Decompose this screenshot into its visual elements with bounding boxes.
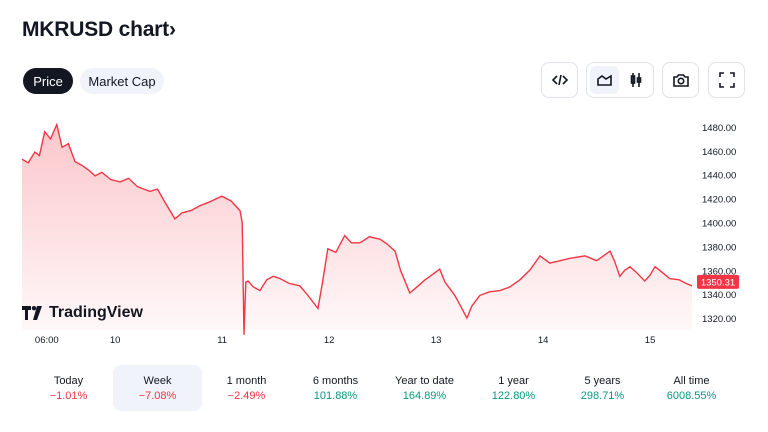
period-change: −7.08%: [138, 389, 177, 402]
period-label: Today: [53, 374, 84, 387]
area-chart-button[interactable]: [590, 66, 619, 94]
embed-code-icon: [551, 74, 568, 86]
candlestick-button[interactable]: [621, 66, 650, 94]
period-week[interactable]: Week −7.08%: [113, 365, 202, 411]
embed-button[interactable]: [541, 62, 578, 98]
period-change: 298.71%: [580, 389, 625, 402]
chart-type-toggle: [586, 62, 654, 98]
x-tick-label: 06:00: [35, 335, 59, 346]
tab-market-cap[interactable]: Market Cap: [80, 68, 164, 94]
x-tick-label: 11: [217, 335, 227, 346]
period-change: 122.80%: [491, 389, 536, 402]
page-title[interactable]: MKRUSD chart›: [22, 18, 176, 42]
x-tick-label: 10: [110, 335, 121, 346]
y-tick-label: 1340.00: [702, 290, 736, 301]
period-year-to-date[interactable]: Year to date 164.89%: [380, 365, 469, 411]
period-6-months[interactable]: 6 months 101.88%: [291, 365, 380, 411]
y-tick-label: 1320.00: [702, 314, 736, 325]
period-1-year[interactable]: 1 year 122.80%: [469, 365, 558, 411]
price-chart[interactable]: 1320.00 1340.00 1360.00 1380.00 1400.00 1420.…: [0, 105, 768, 355]
y-tick-label: 1360.00: [702, 266, 736, 277]
price-area-fill: [22, 124, 692, 335]
tab-price[interactable]: Price: [23, 68, 73, 94]
period-change: −2.49%: [227, 389, 266, 402]
period-change: −1.01%: [49, 389, 88, 402]
current-price-badge: [697, 274, 739, 289]
logo-text: TradingView: [49, 304, 143, 321]
x-tick-label: 15: [645, 335, 656, 346]
y-tick-label: 1420.00: [702, 195, 736, 206]
y-tick-label: 1380.00: [702, 242, 736, 253]
period-change: 6008.55%: [666, 389, 717, 402]
period-change: 164.89%: [402, 389, 447, 402]
period-today[interactable]: Today −1.01%: [24, 365, 113, 411]
x-tick-label: 12: [324, 335, 335, 346]
area-chart-icon: [596, 74, 612, 86]
price-line: [21, 122, 693, 335]
period-1-month[interactable]: 1 month −2.49%: [202, 365, 291, 411]
period-label: All time: [673, 374, 710, 387]
period-all-time[interactable]: All time 6008.55%: [647, 365, 736, 411]
screenshot-button[interactable]: [662, 62, 699, 98]
camera-icon: [672, 74, 689, 87]
y-tick-label: 1400.00: [702, 219, 736, 230]
x-tick-label: 14: [538, 335, 549, 346]
period-change: 101.88%: [313, 389, 358, 402]
period-label: 1 year: [498, 374, 529, 387]
period-label: Week: [143, 374, 172, 387]
y-tick-label: 1480.00: [702, 123, 736, 134]
tradingview-logo-icon: [22, 306, 42, 320]
period-label: 5 years: [584, 374, 621, 387]
period-label: 6 months: [312, 374, 359, 387]
period-performance-list: Today −1.01% Week −7.08% 1 month −2.49% 6 mont…: [24, 365, 736, 411]
title-text: MKRUSD chart: [22, 18, 169, 41]
fullscreen-button[interactable]: [708, 62, 745, 98]
chevron-right-icon: ›: [168, 18, 176, 41]
y-tick-label: 1440.00: [702, 171, 736, 182]
y-tick-label: 1460.00: [702, 147, 736, 158]
period-label: 1 month: [226, 374, 267, 387]
fullscreen-icon: [718, 72, 735, 88]
x-tick-label: 13: [431, 335, 442, 346]
current-price-label: 1350.31: [701, 277, 735, 288]
candlestick-icon: [630, 73, 641, 87]
period-label: Year to date: [395, 374, 454, 387]
tradingview-logo[interactable]: TradingView: [22, 304, 143, 322]
period-5-years[interactable]: 5 years 298.71%: [558, 365, 647, 411]
